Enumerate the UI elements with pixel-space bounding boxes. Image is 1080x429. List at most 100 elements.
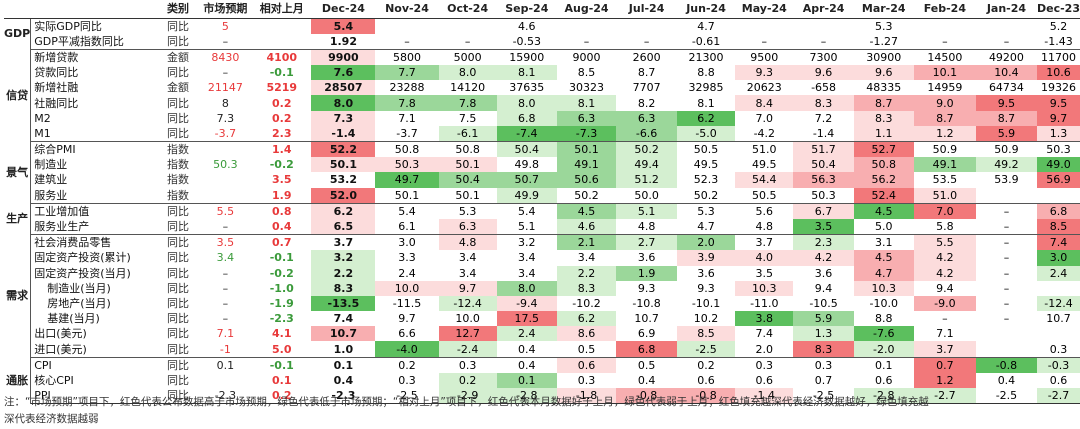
header-month: Jul-24 [616, 0, 677, 19]
table-row: 新增社融 金额 21147 5219 28507 23288 14120 37635 30323… [4, 80, 1080, 96]
monthly-value: 9.4 [936, 281, 954, 295]
table-row: 制造业 指数 50.3 -0.2 50.1 50.3 50.1 49.8 49.1 49.4 49.… [4, 157, 1080, 173]
monthly-value: 5.4 [398, 204, 416, 218]
monthly-value: -1.4 [793, 125, 854, 142]
monthly-value: 0.1 [496, 372, 557, 388]
monthly-value: 4.8 [735, 218, 794, 236]
market-expectation: – [222, 266, 229, 280]
monthly-value: -3.7 [375, 125, 439, 142]
monthly-value: 48335 [866, 81, 902, 95]
monthly-value: 5.5 [913, 234, 976, 251]
monthly-value: 0.6 [556, 357, 617, 373]
monthly-value: 3.2 [518, 236, 536, 250]
current-value: -2.3 [311, 388, 376, 405]
monthly-value: 2.2 [556, 265, 617, 281]
value-type: 同比 [167, 312, 190, 326]
monthly-value: 7707 [632, 81, 661, 95]
current-value: 5.4 [311, 18, 376, 34]
monthly-value: 14500 [927, 50, 963, 64]
monthly-value: -0.3 [1037, 357, 1080, 373]
indicator-name: 制造业 [34, 158, 68, 172]
relative-change: 1.4 [272, 143, 292, 157]
monthly-value: 50.9 [932, 143, 958, 157]
market-expectation: – [222, 312, 229, 326]
monthly-value: – [1003, 236, 1010, 250]
monthly-value: 0.4 [997, 373, 1016, 387]
monthly-value: 7.8 [438, 95, 497, 111]
indicator-name: 建筑业 [34, 173, 68, 187]
monthly-value: 14959 [927, 81, 963, 95]
monthly-value: -0.8 [975, 357, 1037, 373]
current-value: 7.4 [333, 312, 354, 326]
market-expectation: – [222, 281, 229, 295]
header-month: Oct-24 [438, 0, 497, 19]
monthly-value: 50.8 [394, 143, 420, 157]
value-type: 同比 [167, 111, 190, 125]
monthly-value: 8.5 [676, 326, 736, 342]
table-row: 景气 综合PMI 指数 1.4 52.2 50.8 50.8 50.4 50.1 50.2 50.5… [4, 141, 1080, 204]
monthly-value: 5.2 [1049, 19, 1068, 33]
market-expectation: -1 [198, 341, 253, 358]
monthly-value: 9.3 [697, 281, 715, 295]
relative-change: 0.4 [252, 218, 312, 236]
header-month: Dec-23 [1037, 0, 1080, 19]
market-expectation: 7.3 [216, 111, 235, 125]
category-label: 需求 [4, 234, 32, 358]
monthly-value: 4.5 [853, 203, 914, 219]
monthly-value: 9.5 [1037, 95, 1080, 111]
monthly-value: 1.2 [913, 372, 976, 388]
monthly-value: -10.2 [572, 296, 601, 310]
monthly-value: 0.6 [755, 373, 774, 387]
monthly-value: 3.6 [814, 266, 833, 280]
monthly-value: 10.6 [1037, 65, 1080, 81]
monthly-value: 0.7 [814, 373, 833, 387]
monthly-value: -10.8 [632, 296, 661, 310]
current-value: 2.2 [311, 265, 376, 281]
monthly-value: 0.5 [556, 341, 617, 358]
monthly-value: -11.0 [750, 296, 779, 310]
monthly-value: 51.2 [616, 172, 677, 188]
monthly-value: 3.0 [1037, 250, 1080, 266]
monthly-value: 9.5 [975, 95, 1037, 111]
relative-change [252, 18, 311, 34]
indicator-name: 实际GDP同比 [34, 19, 102, 33]
value-type: 金额 [167, 81, 190, 95]
monthly-value: 15900 [509, 50, 545, 64]
monthly-value: 9.0 [913, 95, 976, 111]
table-row: 固定资产投资(当月) 同比 – -0.2 2.2 2.4 3.4 3.4 2.2 1.9 3.6 3.… [4, 265, 1080, 281]
monthly-value: 4.7 [697, 19, 715, 33]
relative-change: 3.5 [272, 173, 292, 187]
monthly-value: -0.53 [496, 33, 557, 50]
value-type: 指数 [167, 173, 190, 187]
monthly-value: 6.3 [616, 110, 677, 126]
market-expectation: 50.3 [213, 158, 238, 172]
table-row: 通胀 CPI 同比 0.1 -0.1 0.1 0.2 0.3 0.4 0.6 0.5 0.2 0.3 0.… [4, 357, 1080, 404]
monthly-value: 12.7 [438, 326, 497, 342]
monthly-value: 49.8 [514, 158, 540, 172]
monthly-value: 51.0 [913, 187, 976, 204]
monthly-value: 0.6 [874, 373, 893, 387]
value-type: 同比 [167, 266, 190, 280]
monthly-value: 4.5 [556, 203, 617, 219]
monthly-value: 3.4 [518, 251, 536, 265]
monthly-value: 8.8 [874, 312, 893, 326]
current-value: 0.4 [333, 373, 354, 387]
monthly-value [1037, 326, 1080, 341]
indicator-name: 进口(美元) [30, 341, 158, 358]
current-value: 7.6 [311, 65, 376, 81]
monthly-value: 9500 [750, 50, 779, 64]
table-row: 进口(美元) 同比 -1 5.0 1.0 -4.0 -2.4 0.4 0.5 6.8 -2.5 2.0… [4, 341, 1080, 358]
monthly-value [976, 326, 1037, 341]
monthly-value: 7.1 [398, 111, 416, 125]
monthly-value: 7.1 [936, 327, 954, 341]
monthly-value: -11.5 [392, 296, 422, 310]
current-value: -13.5 [311, 295, 376, 312]
value-type: 同比 [157, 218, 199, 236]
relative-change: -0.1 [269, 358, 294, 372]
monthly-value: 1.1 [853, 125, 914, 142]
monthly-value: 4.5 [853, 250, 914, 266]
monthly-value: -2.5 [975, 388, 1037, 405]
monthly-value: 51.0 [752, 143, 777, 157]
monthly-value: 50.8 [455, 143, 480, 157]
monthly-value: 0.7 [913, 357, 976, 373]
